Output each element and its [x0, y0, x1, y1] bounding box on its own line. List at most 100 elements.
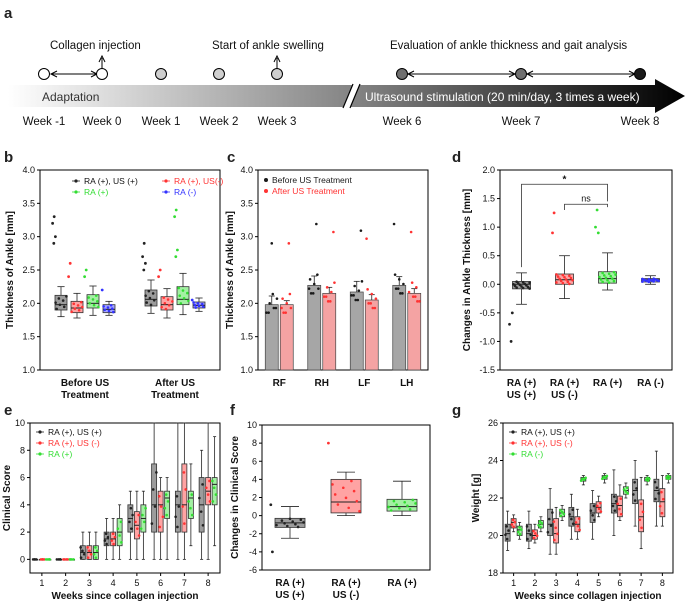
x-tick-label: 7	[639, 578, 644, 588]
outlier-point	[271, 550, 274, 554]
data-point	[561, 273, 565, 277]
data-point	[157, 494, 161, 498]
data-point	[200, 302, 204, 306]
y-tick-label: 6	[252, 456, 257, 466]
data-point	[553, 538, 556, 542]
data-point	[152, 298, 156, 302]
y-axis-label: Thickness of Ankle [mm]	[5, 211, 16, 329]
data-point	[562, 512, 566, 516]
x-category-label: RH	[315, 378, 329, 389]
data-point	[294, 522, 297, 526]
legend-label: RA (-)	[521, 449, 543, 459]
box	[181, 463, 188, 533]
data-point	[342, 486, 345, 490]
y-tick-label: 1.0	[482, 222, 495, 232]
y-tick-label: -1.5	[479, 365, 495, 375]
x-category-label: After US	[155, 378, 195, 389]
data-point	[595, 504, 599, 508]
data-point	[546, 530, 550, 534]
data-point	[653, 480, 657, 484]
data-point	[151, 292, 155, 295]
data-point	[268, 302, 271, 305]
data-point	[70, 558, 73, 561]
data-point	[311, 292, 315, 295]
data-point	[528, 287, 531, 290]
data-point	[554, 526, 557, 530]
panel-label-f: f	[230, 402, 236, 419]
data-point	[589, 509, 593, 512]
bar	[364, 299, 379, 371]
data-point	[164, 307, 168, 311]
data-point	[186, 291, 189, 295]
legend-label: After US Treatment	[272, 186, 345, 196]
outlier-point	[142, 268, 146, 272]
data-point	[330, 290, 333, 294]
week-label: Week 8	[621, 116, 660, 128]
data-point	[79, 546, 82, 549]
data-point	[163, 506, 167, 510]
data-point	[151, 488, 155, 491]
timeline-point	[38, 68, 50, 80]
outlier-point	[176, 248, 179, 252]
data-point	[308, 278, 312, 281]
data-point	[359, 229, 363, 232]
outlier-point	[158, 268, 162, 272]
panel-f-chart: -6 -4 -2 0 2 4 6 8 10 Changes in Clinical Score RA…	[230, 420, 431, 601]
week-label: Week 3	[258, 116, 297, 128]
panel-label-e: e	[4, 402, 12, 419]
data-point	[184, 488, 188, 491]
data-point	[171, 300, 174, 303]
y-tick-label: 2.5	[22, 265, 35, 275]
data-point	[571, 278, 574, 282]
data-point	[647, 277, 651, 281]
data-point	[112, 542, 115, 546]
x-tick-label: 3	[554, 578, 559, 588]
box	[164, 490, 171, 519]
data-point	[373, 306, 377, 310]
data-point	[159, 505, 163, 508]
data-point	[539, 525, 542, 529]
data-point	[633, 480, 636, 484]
y-tick-label: 0	[252, 511, 257, 521]
x-category-label: RA (+)	[275, 578, 304, 589]
data-point	[324, 295, 328, 298]
data-point	[613, 509, 617, 512]
x-tick-label: 4	[111, 578, 116, 588]
box	[547, 508, 554, 536]
outlier-point	[51, 221, 54, 225]
data-point	[371, 306, 375, 310]
week-label: Week 6	[383, 116, 422, 128]
week-label: Week 7	[502, 116, 541, 128]
data-point	[142, 520, 146, 524]
bar	[279, 304, 294, 371]
data-point	[571, 508, 575, 512]
data-point	[326, 300, 330, 303]
data-point	[646, 476, 649, 480]
data-point	[331, 483, 334, 486]
data-point	[660, 511, 664, 515]
data-point	[618, 507, 621, 511]
data-point	[272, 306, 276, 310]
timeline-arrow	[8, 79, 685, 113]
bar	[349, 291, 364, 371]
x-axis-label: Weeks since collagen injection	[51, 591, 198, 602]
data-point	[158, 525, 162, 529]
data-point	[333, 281, 336, 284]
y-tick-label: 3.5	[22, 198, 35, 208]
data-point	[106, 535, 110, 539]
panel-label-g: g	[452, 402, 461, 419]
bar	[322, 292, 337, 371]
data-point	[538, 520, 542, 523]
significance-bracket	[521, 183, 608, 268]
data-point	[118, 534, 121, 537]
phase-ultrasound: Ultrasound stimulation (20 min/day, 3 ti…	[365, 90, 640, 104]
data-point	[398, 506, 401, 510]
data-point	[374, 297, 378, 300]
data-point	[515, 280, 518, 283]
data-point	[601, 477, 604, 481]
y-tick-label: 3.0	[240, 232, 253, 242]
data-point	[518, 283, 522, 287]
data-point	[518, 533, 522, 536]
data-point	[58, 558, 62, 561]
